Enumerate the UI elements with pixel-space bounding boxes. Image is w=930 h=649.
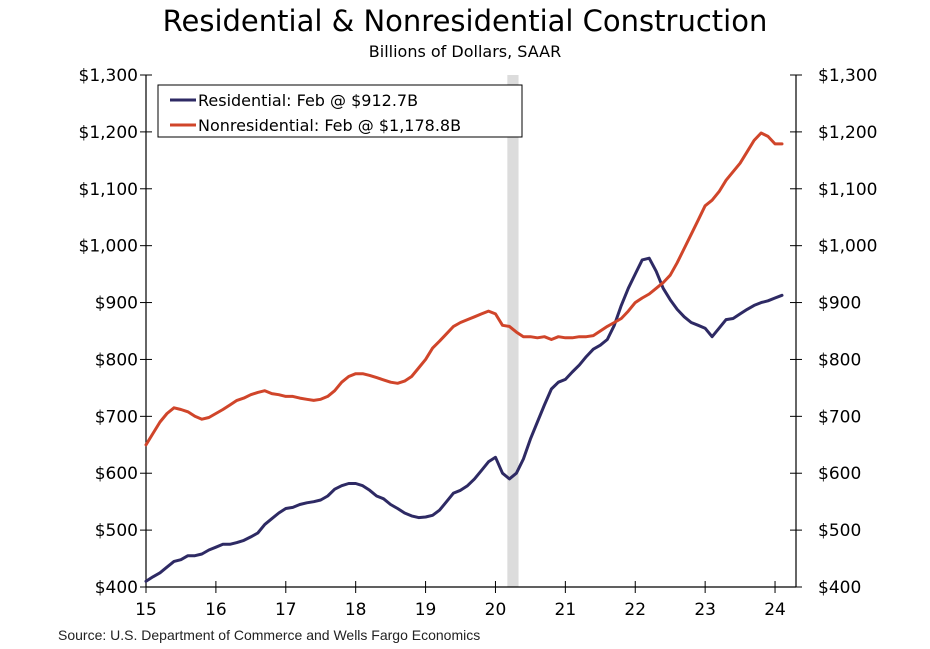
nonresidential-series-line [144,131,784,447]
y-tick-label-left: $500 [95,521,138,541]
x-tick-label: 18 [345,600,367,620]
y-tick-label-right: $1,200 [818,123,877,143]
y-tick-label-right: $600 [818,464,861,484]
y-tick-label-right: $1,300 [818,66,877,86]
y-tick-label-left: $1,200 [79,123,138,143]
x-tick-label: 17 [275,600,297,620]
y-tick-label-left: $900 [95,294,138,314]
y-tick-label-left: $700 [95,407,138,427]
y-tick-label-right: $1,000 [818,237,877,257]
chart-subtitle: Billions of Dollars, SAAR [368,42,562,61]
x-tick-label: 20 [485,600,507,620]
legend-entry: Residential: Feb @ $912.7B [198,91,418,110]
x-tick-label: 15 [135,600,157,620]
y-tick-label-right: $900 [818,294,861,314]
y-tick-label-right: $400 [818,578,861,598]
y-tick-label-left: $800 [95,350,138,370]
x-tick-label: 24 [764,600,786,620]
x-tick-label: 21 [555,600,577,620]
y-tick-label-left: $1,300 [79,66,138,86]
x-tick-label: 16 [205,600,227,620]
y-tick-label-right: $700 [818,407,861,427]
y-tick-label-left: $1,000 [79,237,138,257]
legend-entry: Nonresidential: Feb @ $1,178.8B [198,116,461,135]
y-tick-label-right: $1,100 [818,180,877,200]
y-tick-label-right: $500 [818,521,861,541]
x-tick-label: 22 [624,600,646,620]
y-tick-label-left: $400 [95,578,138,598]
x-tick-label: 19 [415,600,437,620]
residential-series-line [144,256,784,583]
legend-box [157,84,523,138]
y-tick-label-right: $800 [818,350,861,370]
y-tick-label-left: $600 [95,464,138,484]
chart-source: Source: U.S. Department of Commerce and … [58,627,481,643]
x-tick-label: 23 [694,600,716,620]
y-tick-label-left: $1,100 [79,180,138,200]
chart-title: Residential & Nonresidential Constructio… [162,4,768,38]
